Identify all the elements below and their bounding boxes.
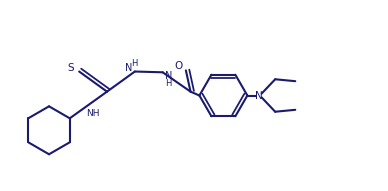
Text: H: H [165, 79, 171, 88]
Text: NH: NH [86, 109, 100, 118]
Text: N: N [165, 71, 172, 81]
Text: N: N [255, 91, 263, 100]
Text: N: N [125, 63, 133, 73]
Text: S: S [68, 63, 74, 73]
Text: O: O [175, 61, 183, 71]
Text: H: H [131, 58, 137, 68]
